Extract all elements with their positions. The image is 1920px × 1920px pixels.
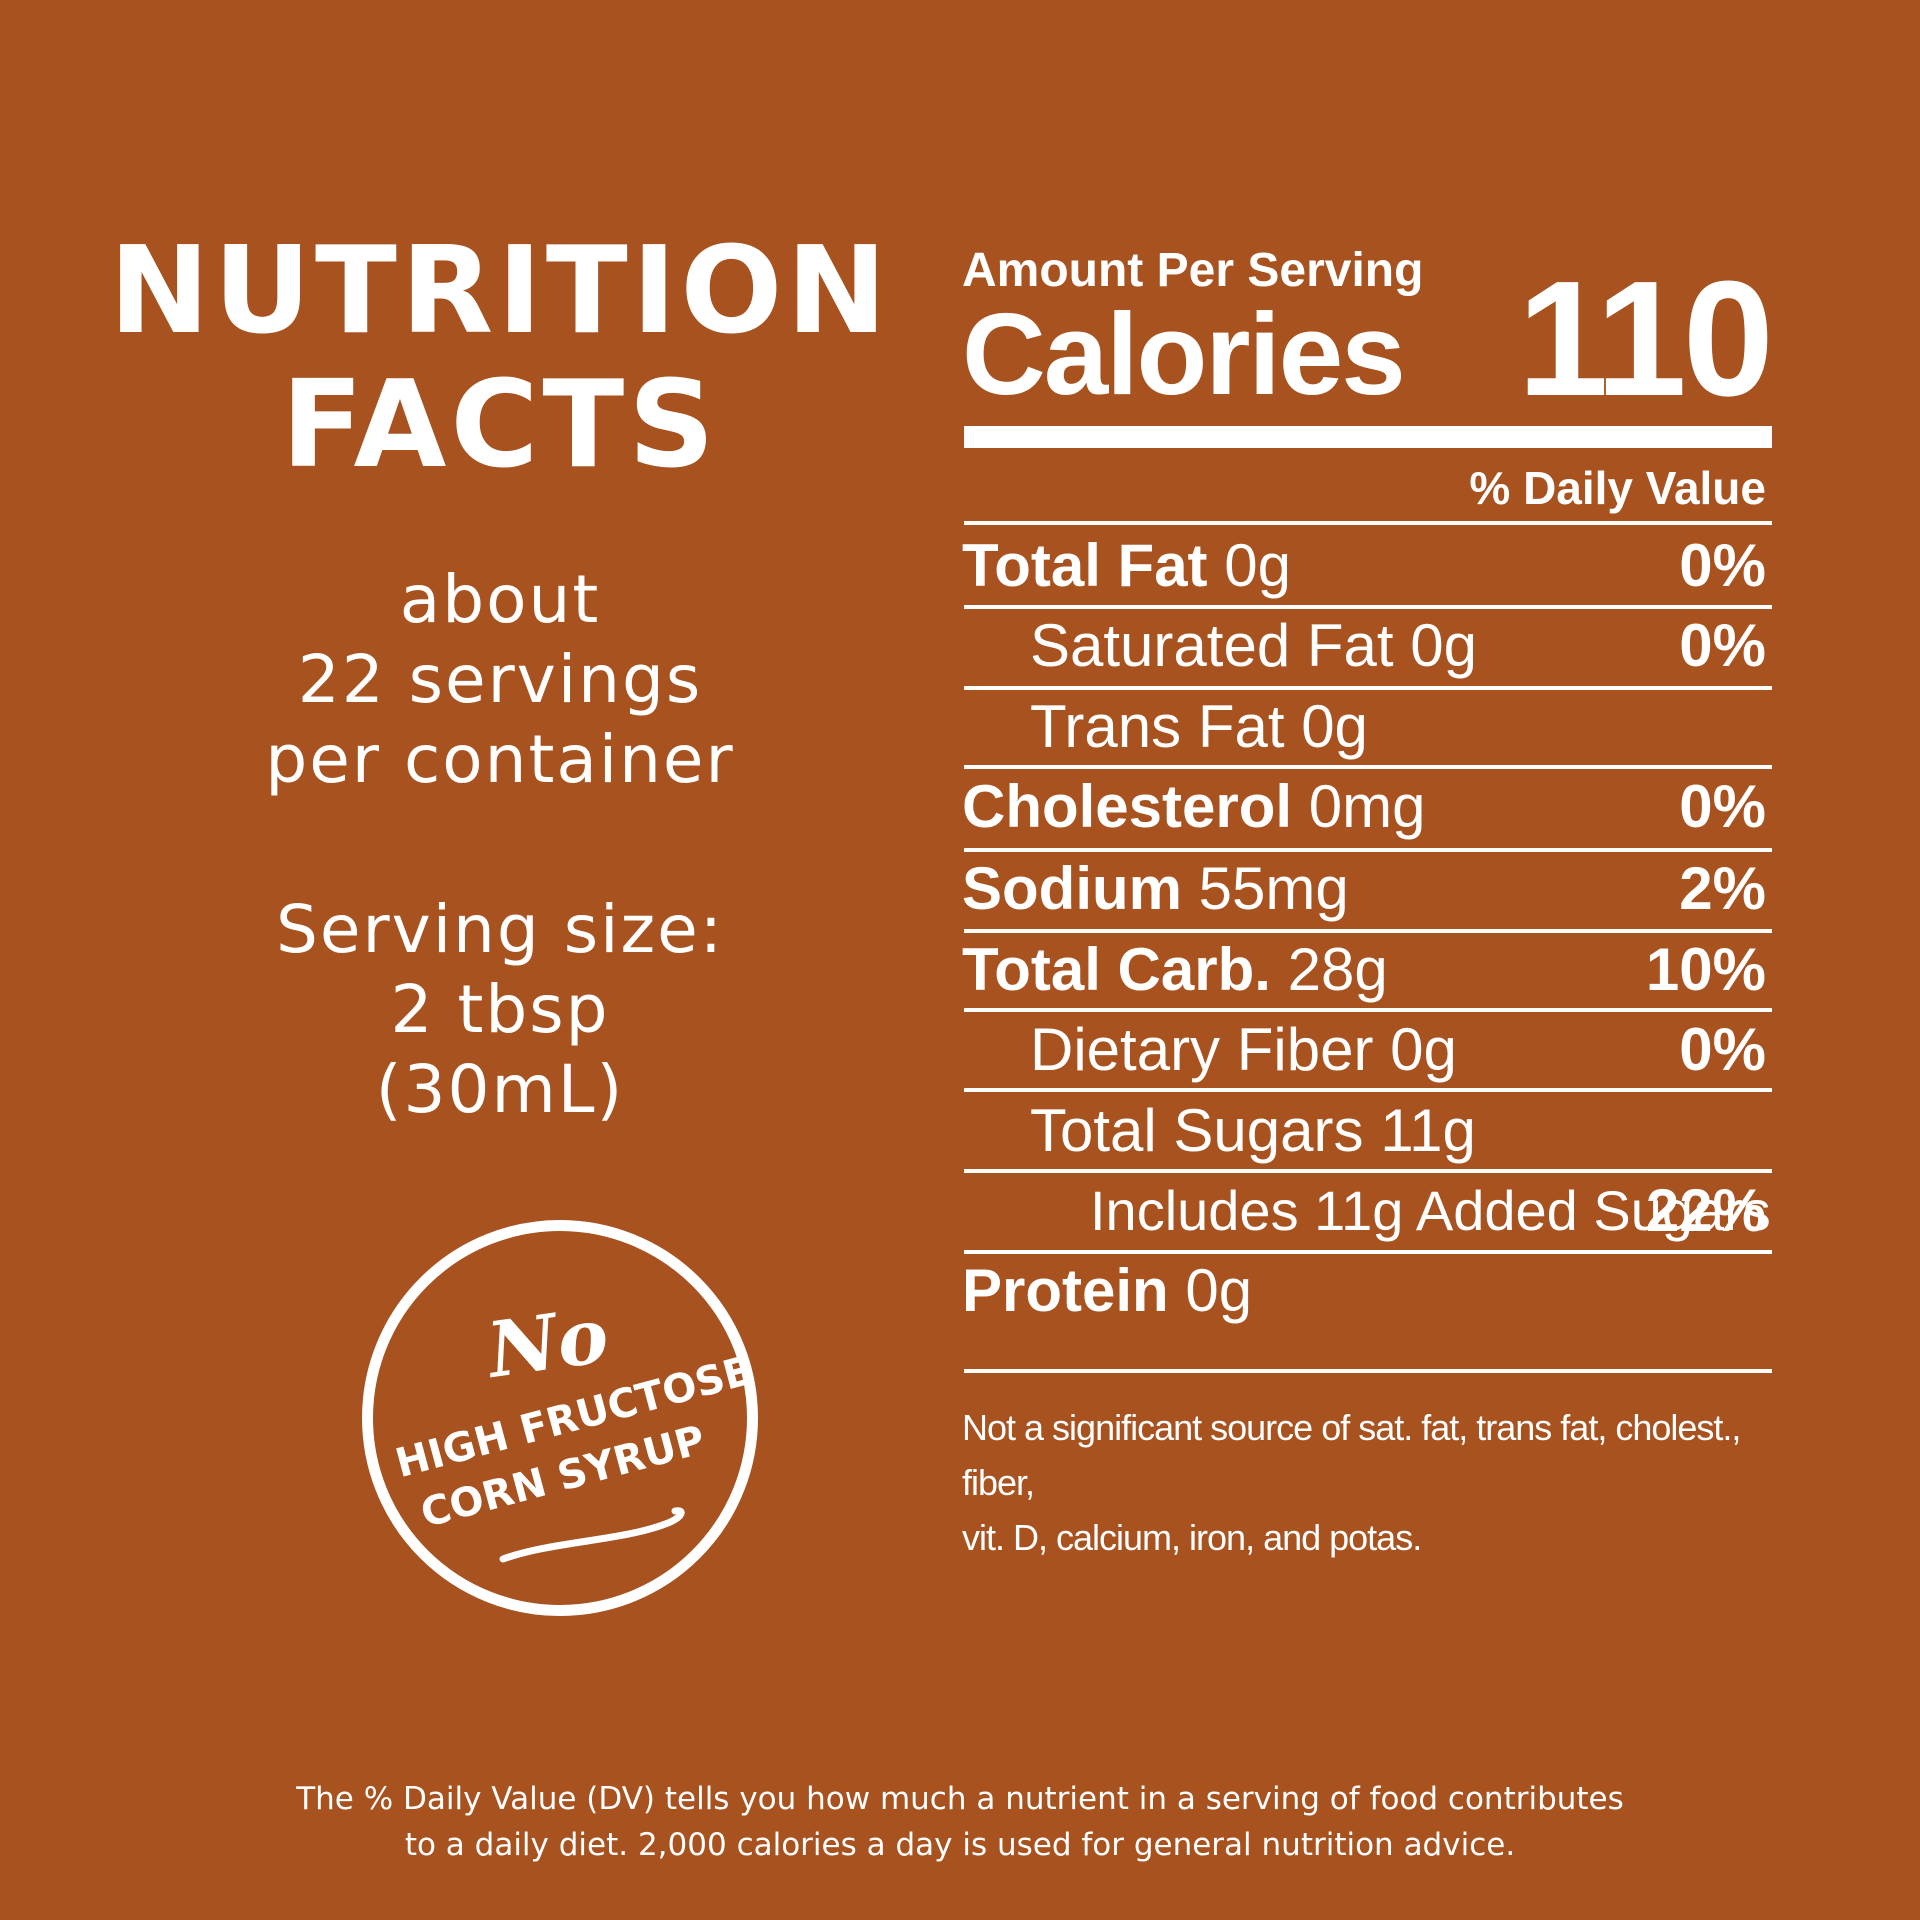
nutrient-row: Cholesterol 0mg 0% (962, 772, 1770, 842)
nutrient-name: Total Carb. (962, 936, 1271, 1003)
divider (964, 521, 1772, 525)
nutrient-dv: 2% (1679, 855, 1766, 922)
daily-value-header: % Daily Value (1469, 462, 1766, 514)
nutrient-dv: 10% (1645, 936, 1766, 1003)
nutrient-amount: 0g (1185, 1257, 1253, 1324)
nutrient-name: Sodium (962, 855, 1182, 922)
nutrient-amount: 28g (1287, 936, 1388, 1003)
calories-label: Calories (962, 289, 1406, 419)
divider (964, 848, 1772, 852)
nutrient-amount: 0g (1224, 532, 1291, 599)
nutrient-name: Includes 11g Added Sugars (1090, 1179, 1771, 1242)
divider (964, 1169, 1772, 1173)
serving-size: Serving size: 2 tbsp (30mL) (276, 891, 724, 1128)
nutrient-name: Total Fat (962, 532, 1208, 599)
divider (964, 929, 1772, 933)
nutrient-amount: 11g (1380, 1097, 1476, 1164)
nutrient-row: Trans Fat 0g (962, 692, 1770, 762)
divider (964, 1088, 1772, 1092)
nutrient-name: Dietary Fiber (1030, 1016, 1374, 1083)
nutrient-amount: 55mg (1198, 855, 1349, 922)
nutrient-row: Total Carb. 28g 10% (962, 935, 1770, 1005)
nutrient-amount: 0g (1390, 1016, 1457, 1083)
nutrient-amount: 0g (1410, 612, 1477, 679)
nutrient-row: Includes 11g Added Sugars 22% (962, 1176, 1771, 1246)
nutrient-row: Saturated Fat 0g 0% (962, 611, 1770, 681)
thick-divider (964, 426, 1772, 448)
nutrient-row: Dietary Fiber 0g 0% (962, 1015, 1770, 1085)
nutrient-row: Protein 0g (962, 1256, 1770, 1326)
divider (964, 1250, 1772, 1254)
footnote: Not a significant source of sat. fat, tr… (962, 1407, 1741, 1558)
servings-per-container: about 22 servings per container (265, 561, 735, 798)
nutrient-dv: 0% (1679, 1016, 1766, 1083)
divider (964, 605, 1772, 609)
nutrient-row: Total Sugars 11g (962, 1096, 1770, 1166)
bottom-divider (964, 1369, 1772, 1373)
calories-value: 110 (1517, 247, 1774, 430)
nutrient-row: Sodium 55mg 2% (962, 854, 1770, 924)
divider (964, 765, 1772, 769)
nutrient-name: Cholesterol (962, 773, 1293, 840)
nutrient-dv: 22% (1645, 1177, 1766, 1244)
nutrient-row: Total Fat 0g 0% (962, 531, 1770, 601)
nutrient-amount: 0g (1301, 693, 1368, 760)
swoosh-icon (499, 1507, 685, 1563)
nutrient-dv: 0% (1679, 532, 1766, 599)
nutrient-name: Trans Fat (1030, 693, 1285, 760)
nutrient-name: Saturated Fat (1030, 612, 1394, 679)
nutrient-name: Total Sugars (1030, 1097, 1364, 1164)
nutrient-name: Protein (962, 1257, 1169, 1324)
divider (964, 686, 1772, 690)
nutrition-facts-heading: NUTRITION FACTS (109, 222, 891, 495)
nutrient-amount: 0mg (1308, 773, 1426, 840)
no-hfcs-badge: No HIGH FRUCTOSE CORN SYRUP (362, 1220, 758, 1616)
divider (964, 1008, 1772, 1012)
nutrient-dv: 0% (1679, 773, 1766, 840)
daily-value-disclaimer: The % Daily Value (DV) tells you how muc… (296, 1781, 1624, 1863)
badge-no-text: No (482, 1290, 614, 1395)
nutrient-dv: 0% (1679, 612, 1766, 679)
amount-per-serving: Amount Per Serving (962, 244, 1424, 297)
